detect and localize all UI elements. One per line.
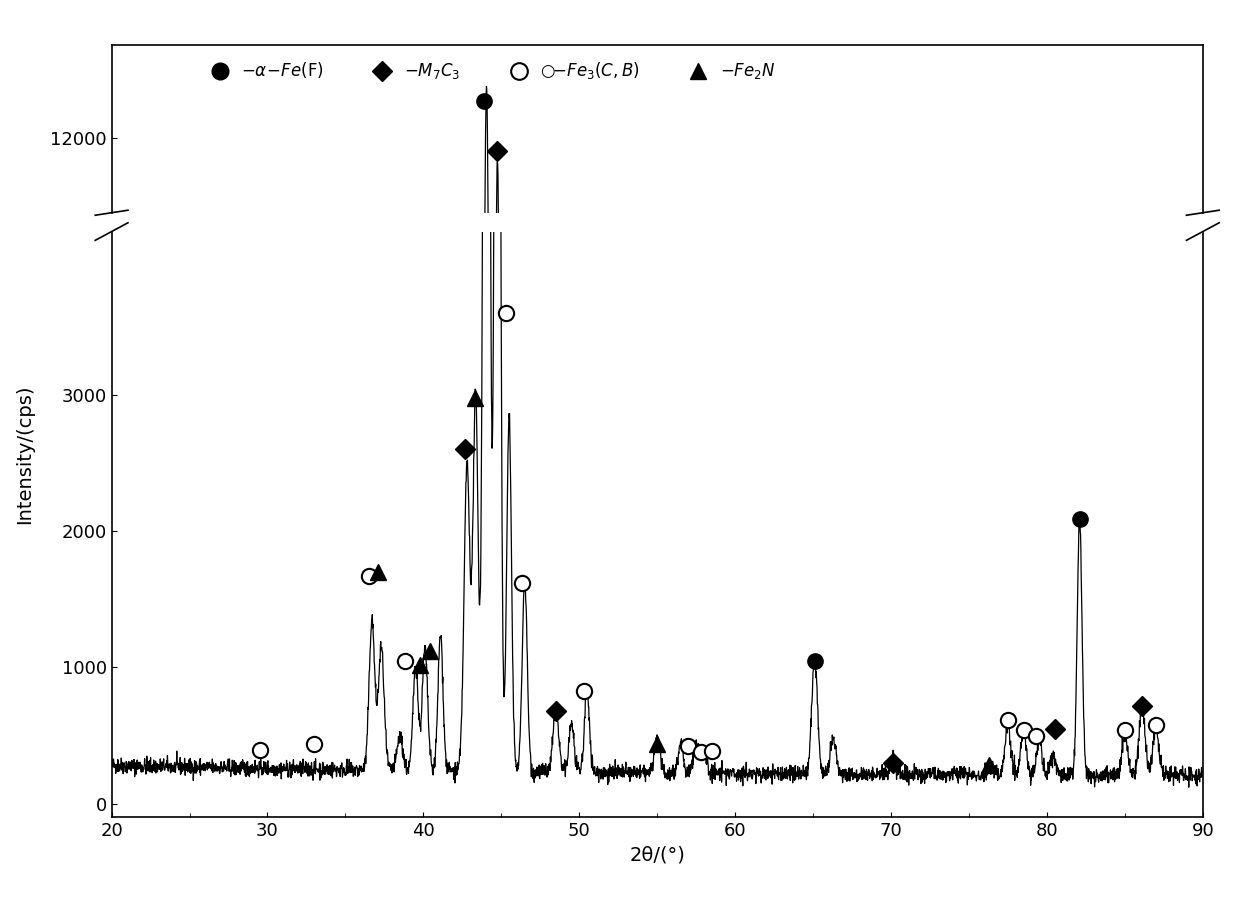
Legend: $-\alpha\!-\!Fe\mathrm{(F)}$, $-M_7C_3$, $\bigcirc\!\!-\!Fe_3(C,B)$, $-Fe_2N$: $-\alpha\!-\!Fe\mathrm{(F)}$, $-M_7C_3$,… [196, 54, 782, 88]
Text: Intensity/(cps): Intensity/(cps) [15, 384, 35, 524]
X-axis label: 2θ/(°): 2θ/(°) [629, 845, 686, 864]
